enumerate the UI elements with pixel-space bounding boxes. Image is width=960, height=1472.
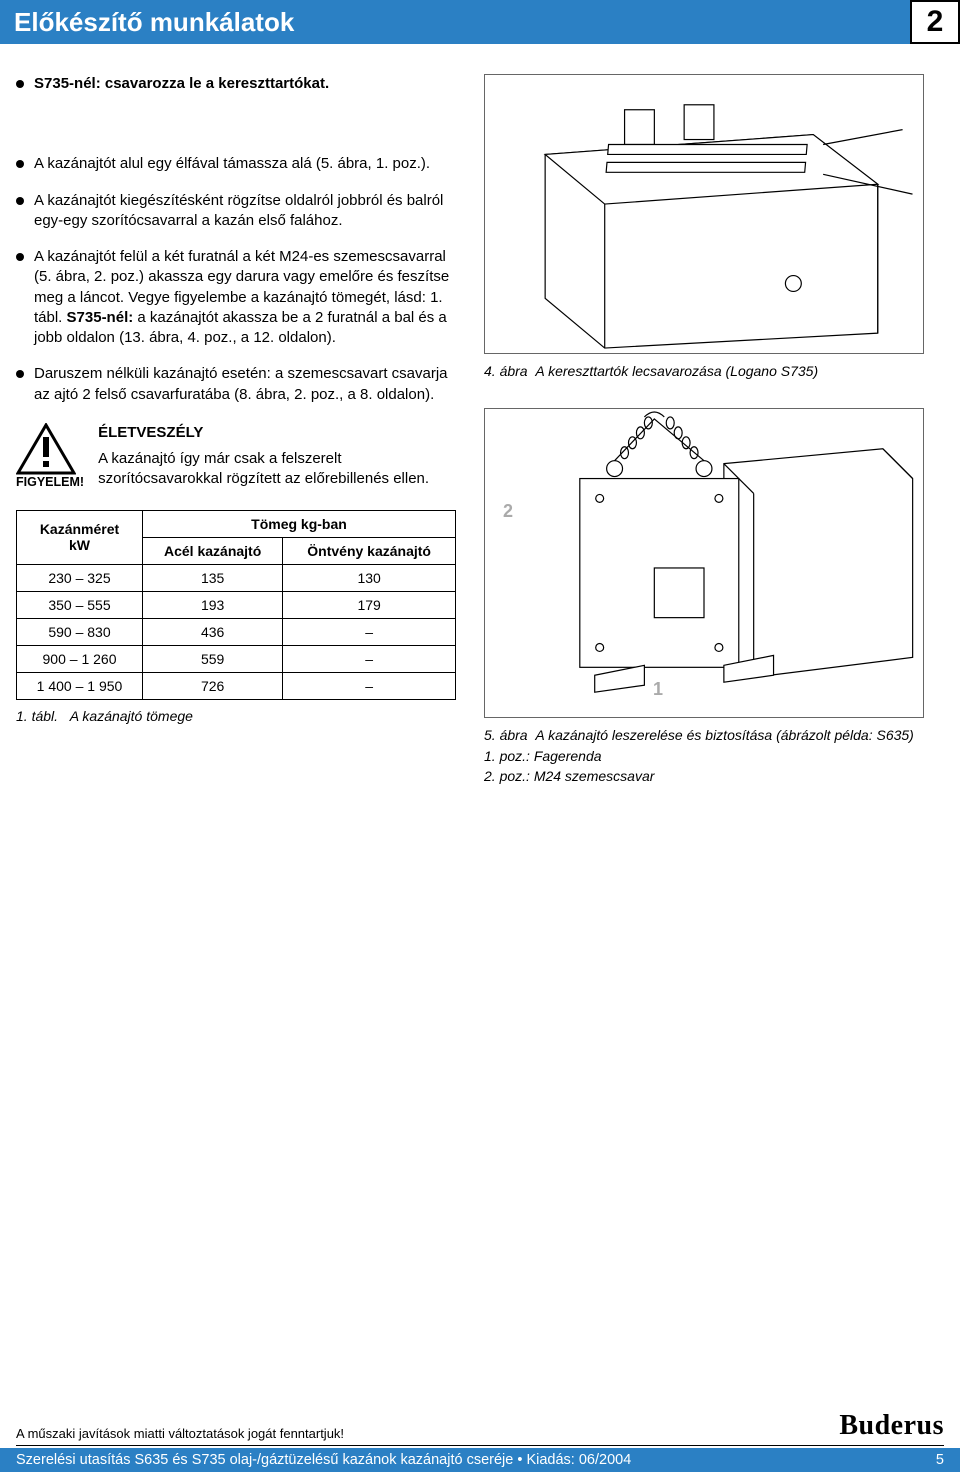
header-title: Előkészítő munkálatok xyxy=(0,0,910,44)
table-row: 1 400 – 1 950726– xyxy=(17,672,456,699)
weight-table-body: 230 – 325135130 350 – 555193179 590 – 83… xyxy=(17,564,456,699)
bullet-dot-icon xyxy=(16,160,24,168)
th-cast: Öntvény kazánajtó xyxy=(283,537,456,564)
caution-icon-wrap: FIGYELEM! xyxy=(16,423,84,490)
chapter-number: 2 xyxy=(910,0,960,44)
caution-title: ÉLETVESZÉLY xyxy=(98,423,456,443)
page-footer: A műszaki javítások miatti változtatások… xyxy=(0,1426,960,1472)
caution-block: FIGYELEM! ÉLETVESZÉLY A kazánajtó így má… xyxy=(16,423,456,490)
callout-2: 2 xyxy=(503,501,513,522)
th-steel: Acél kazánajtó xyxy=(143,537,283,564)
bullet-text: Daruszem nélküli kazánajtó esetén: a sze… xyxy=(34,364,456,405)
weight-table: Kazánméret kW Tömeg kg-ban Acél kazánajt… xyxy=(16,510,456,700)
figure-4-caption: 4. ábra A kereszttartók lecsavarozása (L… xyxy=(484,362,924,380)
bullet-text: A kazánajtót alul egy élfával támassza a… xyxy=(34,154,430,174)
bullet-dot-icon xyxy=(16,370,24,378)
th-size: Kazánméret kW xyxy=(17,510,143,564)
table-caption: 1. tábl. A kazánajtó tömege xyxy=(16,708,456,724)
table-row: 230 – 325135130 xyxy=(17,564,456,591)
left-column: S735-nél: csavarozza le a kereszttartóka… xyxy=(16,74,456,784)
bullet-text: S735-nél: csavarozza le a kereszttartóka… xyxy=(34,74,329,94)
th-weight: Tömeg kg-ban xyxy=(143,510,456,537)
page-header: Előkészítő munkálatok 2 xyxy=(0,0,960,44)
bullet-text: A kazánajtót kiegészítésként rögzítse ol… xyxy=(34,191,456,232)
caution-label: FIGYELEM! xyxy=(16,475,84,489)
table-row: 900 – 1 260559– xyxy=(17,645,456,672)
bullet-item: A kazánajtót felül a két furatnál a két … xyxy=(16,247,456,348)
callout-1: 1 xyxy=(653,679,663,700)
right-column: 4. ábra A kereszttartók lecsavarozása (L… xyxy=(484,74,924,784)
figure-5-legend-1: 1. poz.: Fagerenda xyxy=(484,748,924,764)
figure-5-caption: 5. ábra A kazánajtó leszerelése és bizto… xyxy=(484,726,924,744)
footer-bar-text: Szerelési utasítás S635 és S735 olaj-/gá… xyxy=(16,1452,631,1468)
table-row: 590 – 830436– xyxy=(17,618,456,645)
bullet-dot-icon xyxy=(16,253,24,261)
bullet-dot-icon xyxy=(16,197,24,205)
footer-bar: Szerelési utasítás S635 és S735 olaj-/gá… xyxy=(0,1448,960,1472)
table-row: 350 – 555193179 xyxy=(17,591,456,618)
bullet-item: A kazánajtót kiegészítésként rögzítse ol… xyxy=(16,191,456,232)
figure-4 xyxy=(484,74,924,354)
caution-body-text: A kazánajtó így már csak a felszerelt sz… xyxy=(98,449,456,490)
bullet-item: S735-nél: csavarozza le a kereszttartóka… xyxy=(16,74,456,94)
boiler-top-illustration xyxy=(485,75,923,353)
figure-5: 2 1 xyxy=(484,408,924,718)
boiler-door-removal-illustration xyxy=(485,409,923,717)
disclaimer-text: A műszaki javítások miatti változtatások… xyxy=(0,1426,960,1445)
bullet-text: A kazánajtót felül a két furatnál a két … xyxy=(34,247,456,348)
bullet-item: Daruszem nélküli kazánajtó esetén: a sze… xyxy=(16,364,456,405)
figure-5-legend-2: 2. poz.: M24 szemescsavar xyxy=(484,768,924,784)
bullet-dot-icon xyxy=(16,80,24,88)
bullet-item: A kazánajtót alul egy élfával támassza a… xyxy=(16,154,456,174)
page-number: 5 xyxy=(936,1452,944,1468)
warning-triangle-icon xyxy=(16,423,76,475)
